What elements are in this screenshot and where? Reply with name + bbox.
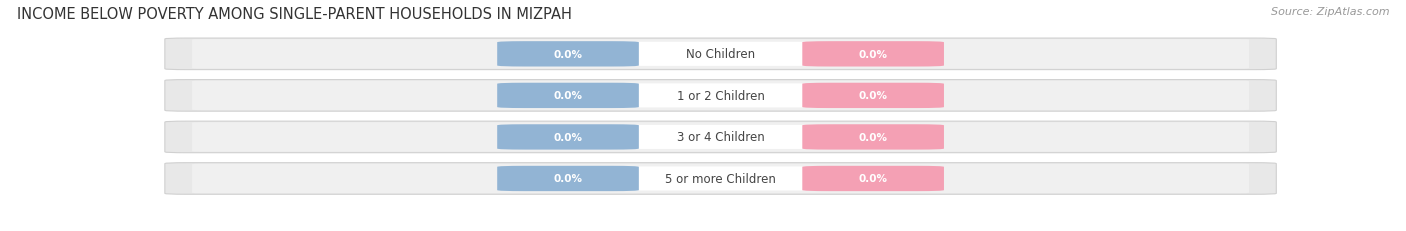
Text: 0.0%: 0.0% [859,132,887,142]
FancyBboxPatch shape [803,83,943,109]
FancyBboxPatch shape [498,125,638,150]
FancyBboxPatch shape [165,122,1277,153]
FancyBboxPatch shape [193,40,1249,69]
Text: 0.0%: 0.0% [554,91,582,101]
Text: 3 or 4 Children: 3 or 4 Children [676,131,765,144]
Text: 0.0%: 0.0% [859,50,887,60]
Text: 1 or 2 Children: 1 or 2 Children [676,89,765,102]
FancyBboxPatch shape [595,84,846,108]
FancyBboxPatch shape [165,80,1277,112]
FancyBboxPatch shape [498,166,638,191]
Text: Source: ZipAtlas.com: Source: ZipAtlas.com [1271,7,1389,17]
FancyBboxPatch shape [193,123,1249,152]
FancyBboxPatch shape [193,81,1249,111]
Text: No Children: No Children [686,48,755,61]
FancyBboxPatch shape [165,163,1277,195]
FancyBboxPatch shape [595,43,846,67]
FancyBboxPatch shape [803,42,943,67]
FancyBboxPatch shape [595,125,846,149]
FancyBboxPatch shape [165,39,1277,70]
FancyBboxPatch shape [193,164,1249,193]
FancyBboxPatch shape [595,167,846,191]
Text: 5 or more Children: 5 or more Children [665,172,776,185]
FancyBboxPatch shape [498,83,638,109]
Text: 0.0%: 0.0% [554,174,582,184]
FancyBboxPatch shape [498,42,638,67]
FancyBboxPatch shape [803,125,943,150]
Text: INCOME BELOW POVERTY AMONG SINGLE-PARENT HOUSEHOLDS IN MIZPAH: INCOME BELOW POVERTY AMONG SINGLE-PARENT… [17,7,572,22]
Text: 0.0%: 0.0% [554,132,582,142]
FancyBboxPatch shape [803,166,943,191]
Text: 0.0%: 0.0% [859,174,887,184]
Text: 0.0%: 0.0% [859,91,887,101]
Text: 0.0%: 0.0% [554,50,582,60]
